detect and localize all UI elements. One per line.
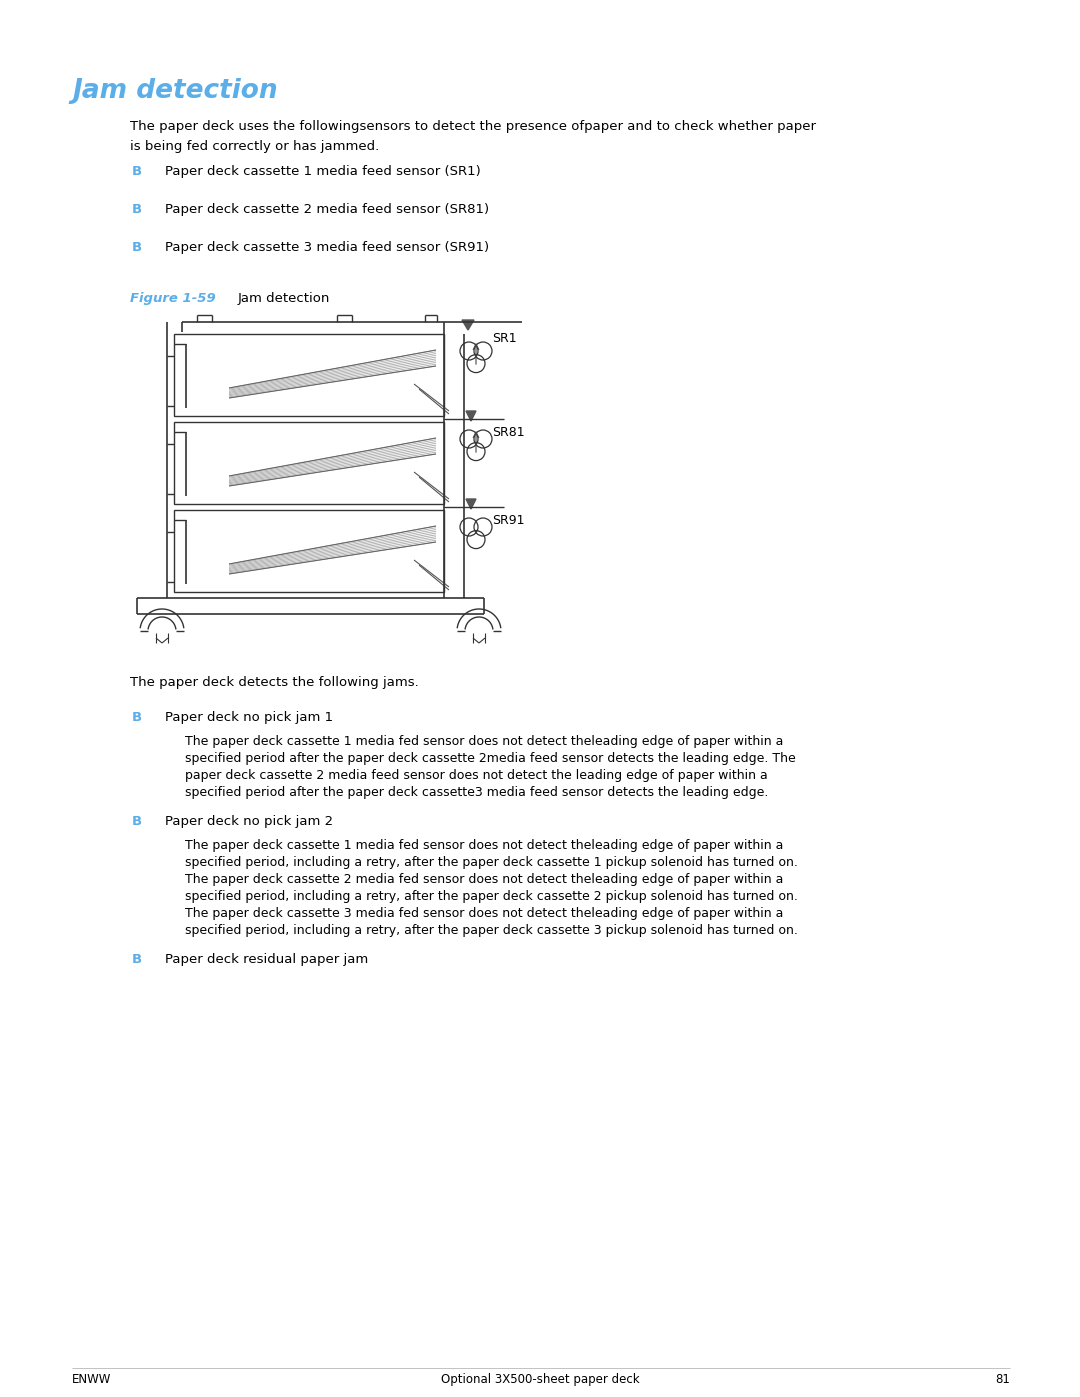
Text: SR81: SR81 — [492, 426, 525, 439]
Text: B: B — [132, 242, 143, 254]
Text: specified period, including a retry, after the paper deck cassette 3 pickup sole: specified period, including a retry, aft… — [185, 923, 798, 937]
Text: specified period after the paper deck cassette 2media feed sensor detects the le: specified period after the paper deck ca… — [185, 752, 796, 766]
Text: The paper deck cassette 2 media fed sensor does not detect theleading edge of pa: The paper deck cassette 2 media fed sens… — [185, 873, 783, 886]
Text: The paper deck cassette 1 media fed sensor does not detect theleading edge of pa: The paper deck cassette 1 media fed sens… — [185, 735, 783, 747]
Text: The paper deck cassette 3 media fed sensor does not detect theleading edge of pa: The paper deck cassette 3 media fed sens… — [185, 907, 783, 921]
Text: specified period, including a retry, after the paper deck cassette 2 pickup sole: specified period, including a retry, aft… — [185, 890, 798, 902]
Text: Jam detection: Jam detection — [238, 292, 330, 305]
Text: SR1: SR1 — [492, 332, 516, 345]
Text: Optional 3X500-sheet paper deck: Optional 3X500-sheet paper deck — [441, 1373, 639, 1386]
Text: B: B — [132, 953, 143, 965]
Text: specified period after the paper deck cassette3 media feed sensor detects the le: specified period after the paper deck ca… — [185, 787, 768, 799]
Polygon shape — [465, 499, 476, 509]
Text: specified period, including a retry, after the paper deck cassette 1 pickup sole: specified period, including a retry, aft… — [185, 856, 798, 869]
Text: B: B — [132, 165, 143, 177]
Text: The paper deck uses the followingsensors to detect the presence ofpaper and to c: The paper deck uses the followingsensors… — [130, 120, 816, 133]
Text: paper deck cassette 2 media feed sensor does not detect the leading edge of pape: paper deck cassette 2 media feed sensor … — [185, 768, 768, 782]
Text: ENWW: ENWW — [72, 1373, 111, 1386]
Text: is being fed correctly or has jammed.: is being fed correctly or has jammed. — [130, 140, 379, 154]
Text: Paper deck no pick jam 2: Paper deck no pick jam 2 — [165, 814, 333, 828]
Bar — [174, 510, 444, 592]
Text: B: B — [132, 203, 143, 217]
Text: Paper deck cassette 3 media feed sensor (SR91): Paper deck cassette 3 media feed sensor … — [165, 242, 489, 254]
Text: The paper deck detects the following jams.: The paper deck detects the following jam… — [130, 676, 419, 689]
Text: B: B — [132, 814, 143, 828]
Bar — [174, 422, 444, 504]
Text: 81: 81 — [995, 1373, 1010, 1386]
Text: Paper deck cassette 1 media feed sensor (SR1): Paper deck cassette 1 media feed sensor … — [165, 165, 481, 177]
Polygon shape — [465, 411, 476, 420]
Text: B: B — [132, 711, 143, 724]
Text: Jam detection: Jam detection — [72, 78, 278, 103]
Text: The paper deck cassette 1 media fed sensor does not detect theleading edge of pa: The paper deck cassette 1 media fed sens… — [185, 840, 783, 852]
Bar — [174, 334, 444, 416]
Text: Figure 1-59: Figure 1-59 — [130, 292, 216, 305]
Text: Paper deck cassette 2 media feed sensor (SR81): Paper deck cassette 2 media feed sensor … — [165, 203, 489, 217]
Text: Paper deck no pick jam 1: Paper deck no pick jam 1 — [165, 711, 333, 724]
Text: Paper deck residual paper jam: Paper deck residual paper jam — [165, 953, 368, 965]
Polygon shape — [462, 320, 474, 330]
Text: SR91: SR91 — [492, 514, 525, 527]
